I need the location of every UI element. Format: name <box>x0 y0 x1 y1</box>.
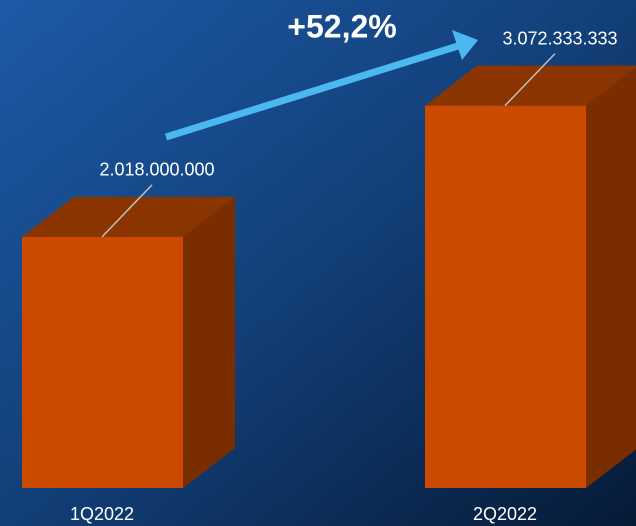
bar-top <box>22 196 235 237</box>
bar-side <box>183 196 235 489</box>
bar <box>22 236 183 488</box>
bar <box>425 105 586 488</box>
bar-side <box>586 67 636 488</box>
leader-line <box>504 53 556 107</box>
x-tick-label: 2Q2022 <box>473 504 537 524</box>
value-label: 3.072.333.333 <box>502 28 617 48</box>
growth-annotation: +52,2% <box>287 8 396 44</box>
leader-line <box>101 184 153 238</box>
growth-arrow <box>164 42 460 141</box>
bar-top <box>425 65 636 106</box>
arrow-head <box>452 30 478 60</box>
x-tick-label: 1Q2022 <box>70 504 134 524</box>
value-label: 2.018.000.000 <box>99 160 214 180</box>
